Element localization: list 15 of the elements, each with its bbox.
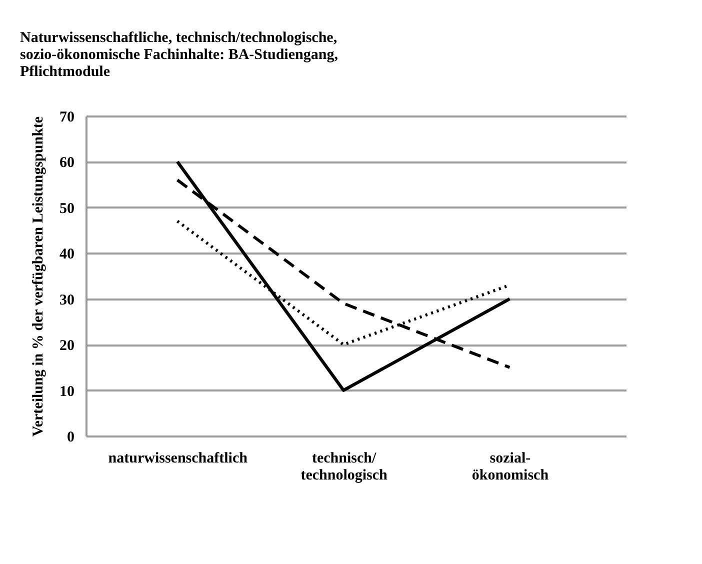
y-tick-label: 50 bbox=[60, 200, 74, 217]
y-tick-label: 60 bbox=[60, 155, 74, 172]
text: Pflichtmodule bbox=[20, 64, 110, 80]
x-tick-label: technisch/ technologisch bbox=[300, 450, 388, 484]
y-tick-label: 10 bbox=[60, 384, 74, 400]
y-tick-label: 0 bbox=[67, 430, 74, 446]
y-tick-label: 70 bbox=[60, 110, 74, 126]
y-tick-label: 30 bbox=[60, 292, 74, 308]
y-axis-title: Verteilung in % der verfügbaren Leistungspunkte bbox=[30, 116, 46, 437]
y-tick-label: 40 bbox=[60, 246, 74, 263]
x-tick-label: sozial- ökonomisch bbox=[472, 450, 550, 484]
y-tick-label: 20 bbox=[60, 338, 74, 354]
text: sozio-ökonomische Fachinhalte: BA-Studiengang, bbox=[20, 47, 338, 63]
x-tick-label: naturwissenschaftlich bbox=[108, 450, 248, 466]
text: Naturwissenschaftliche, technisch/technologische, bbox=[20, 30, 338, 46]
